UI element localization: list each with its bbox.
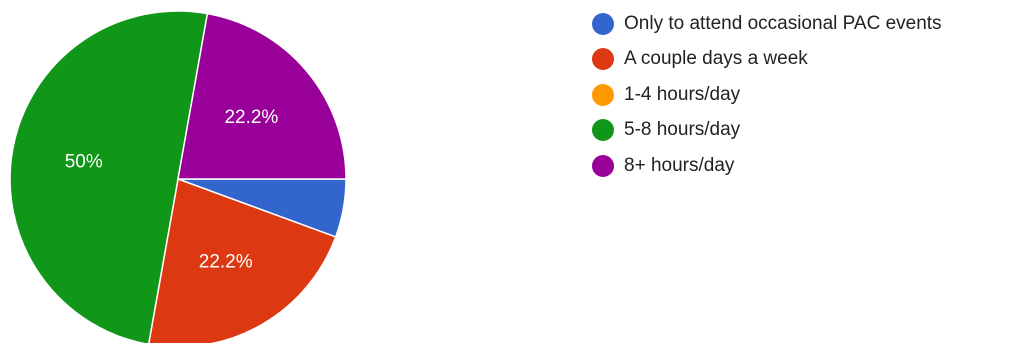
pie-slice-1 [148, 177, 337, 343]
legend-label-0: Only to attend occasional PAC events [624, 12, 942, 34]
pie-slice-label-4: 22.2% [224, 107, 278, 128]
chart-legend: Only to attend occasional PAC events A co… [592, 6, 942, 184]
pie-slice-label-3: 50% [65, 152, 103, 173]
legend-swatch-2 [592, 83, 614, 106]
pie-chart: 22.2% 50% 22.2% [9, 10, 347, 343]
legend-label-4: 8+ hours/day [624, 154, 735, 176]
legend-label-3: 5-8 hours/day [624, 119, 741, 141]
legend-swatch-0 [592, 12, 614, 35]
pie-slice-3 [9, 10, 209, 343]
legend-item-3: 5-8 hours/day [592, 113, 942, 149]
pie-slice-4 [177, 12, 347, 180]
legend-item-1: A couple days a week [592, 42, 942, 78]
legend-label-1: A couple days a week [624, 48, 808, 70]
legend-item-0: Only to attend occasional PAC events [592, 6, 942, 42]
pie-slice-label-1: 22.2% [199, 252, 253, 273]
legend-swatch-4 [592, 154, 614, 177]
legend-item-4: 8+ hours/day [592, 148, 942, 184]
legend-swatch-3 [592, 119, 614, 142]
legend-swatch-1 [592, 48, 614, 71]
legend-label-2: 1-4 hours/day [624, 83, 741, 105]
legend-item-2: 1-4 hours/day [592, 77, 942, 113]
